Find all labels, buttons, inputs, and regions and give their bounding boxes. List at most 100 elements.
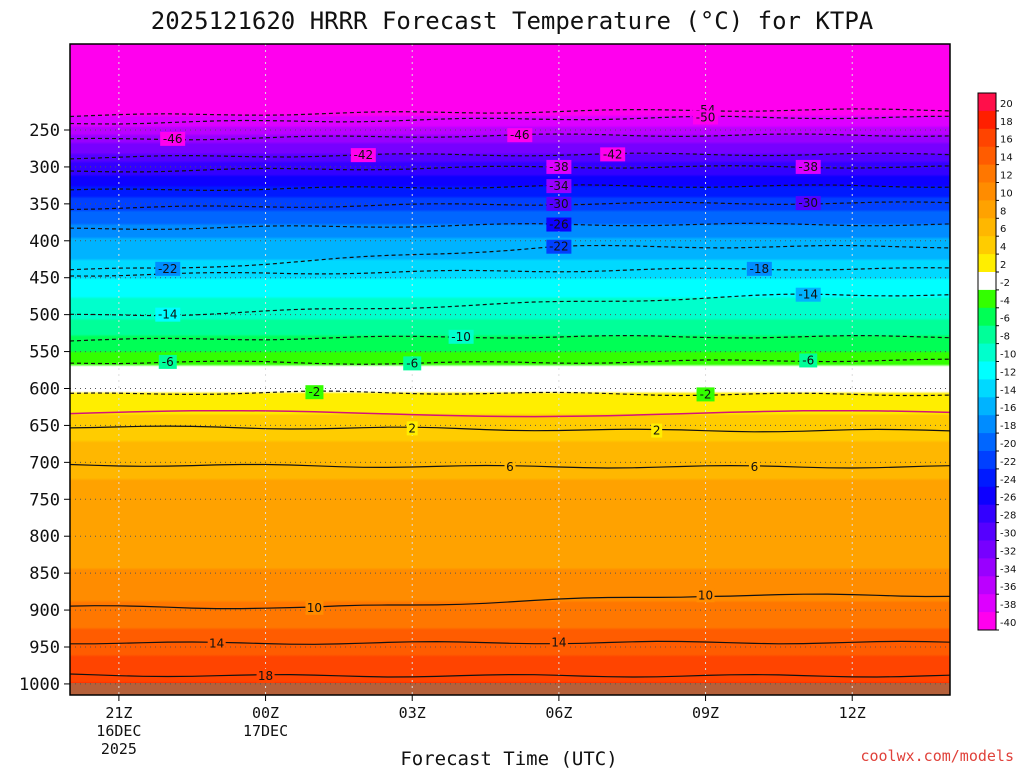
contour-label-group: -6 xyxy=(158,354,177,369)
contour-label-group: -38 xyxy=(795,159,821,174)
contour-label-bg xyxy=(305,600,324,615)
contour-label-bg xyxy=(795,287,821,302)
colorbar-label: -20 xyxy=(1000,439,1016,450)
contour-line xyxy=(70,673,950,678)
y-tick-label: 950 xyxy=(29,638,60,658)
colorbar-label: -2 xyxy=(1000,278,1010,289)
colorbar-swatch xyxy=(978,451,996,470)
contour-line xyxy=(70,425,950,433)
colorbar-label: -28 xyxy=(1000,511,1016,522)
colorbar-swatch xyxy=(978,397,996,416)
colorbar-label: 20 xyxy=(1000,99,1013,110)
contour-label-group: -46 xyxy=(160,131,186,146)
colorbar-swatch xyxy=(978,522,996,541)
colorbar-label: -38 xyxy=(1000,600,1016,611)
contour-label-bg xyxy=(746,261,772,276)
contour-label-group: -22 xyxy=(546,239,572,254)
colorbar-label: 2 xyxy=(1000,260,1006,271)
colorbar-label: -24 xyxy=(1000,475,1016,486)
colorbar-label: -26 xyxy=(1000,493,1016,504)
x-tick-label: 09Z xyxy=(692,704,719,722)
contour-line xyxy=(70,593,950,610)
colorbar-label: 14 xyxy=(1000,153,1013,164)
contour-label-bg xyxy=(155,261,181,276)
colorbar-swatch xyxy=(978,289,996,309)
colorbar-label: 16 xyxy=(1000,135,1013,146)
contour-label-bg xyxy=(155,307,181,322)
colorbar-swatch xyxy=(978,486,996,506)
contour-label: -26 xyxy=(549,218,569,232)
y-tick-label: 300 xyxy=(29,158,60,178)
y-tick-label: 750 xyxy=(29,490,60,510)
x-tick-label: 06Z xyxy=(545,704,572,722)
contour-label: -6 xyxy=(162,355,174,369)
contour-label-bg xyxy=(546,159,572,174)
contour-label-bg xyxy=(651,423,663,438)
colorbar-label: 4 xyxy=(1000,242,1006,253)
contour-label-group: -30 xyxy=(795,196,821,211)
y-axis: 250 300 350 400 450 500 550 600 650 700 750 800 850 9… xyxy=(19,121,70,695)
contour-label: -34 xyxy=(549,179,569,193)
x-tick-label: 03Z xyxy=(399,704,426,722)
temperature-field xyxy=(70,44,950,695)
contour-label-bg xyxy=(207,636,226,651)
contour-label-bg xyxy=(600,147,626,162)
contour-label: -6 xyxy=(406,356,418,370)
contour-label-bg xyxy=(448,329,474,344)
contour-label: 10 xyxy=(698,588,713,602)
contour-label: -14 xyxy=(158,308,178,322)
contour-label-bg xyxy=(795,159,821,174)
y-tick-label: 900 xyxy=(29,601,60,621)
y-tick-label: 400 xyxy=(29,232,60,252)
contour-label-group: 14 xyxy=(549,635,568,650)
contour-label-group: 14 xyxy=(207,636,226,651)
y-tick-label: 850 xyxy=(29,564,60,584)
contour-label: -42 xyxy=(354,148,374,162)
colorbar-label: -12 xyxy=(1000,367,1016,378)
contour-label-group: 6 xyxy=(504,459,516,474)
colorbar-swatch xyxy=(978,164,996,183)
y-tick-label: 550 xyxy=(29,343,60,363)
contour-label: 10 xyxy=(307,601,322,615)
contour-label-bg xyxy=(305,385,324,400)
contour-label: -2 xyxy=(308,385,320,399)
contour-label-group: -38 xyxy=(546,159,572,174)
contour-label-group: 18 xyxy=(256,668,275,683)
contour-label: -46 xyxy=(163,132,183,146)
contour-label: -50 xyxy=(696,110,716,124)
contour-label-bg xyxy=(256,668,275,683)
contour-label: 6 xyxy=(751,460,759,474)
contour-label: -6 xyxy=(802,353,814,367)
y-tick-label: 500 xyxy=(29,306,60,326)
contour-label: 6 xyxy=(506,460,514,474)
colorbar-swatch xyxy=(978,110,996,130)
colorbar-label: 12 xyxy=(1000,171,1013,182)
colorbar-swatch xyxy=(978,325,996,345)
colorbar-swatch xyxy=(978,254,996,273)
contour-label-group: -2 xyxy=(696,387,715,402)
y-tick-label: 800 xyxy=(29,527,60,547)
credit-text[interactable]: coolwx.com/models xyxy=(860,747,1014,765)
contour-label: -22 xyxy=(158,262,178,276)
y-tick-label: 700 xyxy=(29,453,60,473)
y-tick-label: 1000 xyxy=(19,675,60,695)
y-tick-label: 600 xyxy=(29,379,60,399)
colorbar-swatch xyxy=(978,93,996,112)
contour-label-group: -34 xyxy=(546,179,572,194)
contour-label-group: -50 xyxy=(693,110,719,125)
colorbar-label: -30 xyxy=(1000,529,1016,540)
contour-label-bg xyxy=(748,459,760,474)
colorbar-swatch xyxy=(978,272,996,291)
colorbar-label: -34 xyxy=(1000,564,1016,575)
contour-label-group: -26 xyxy=(546,217,572,232)
colorbar-label: -6 xyxy=(1000,314,1010,325)
colorbar-swatch xyxy=(978,200,996,219)
y-tick-label: 450 xyxy=(29,269,60,289)
colorbar-label: 6 xyxy=(1000,224,1006,235)
colorbar: 20 18 16 14 12 10 8 6 4 2 -2 -4 -6 -8 -10 -12 -14 -16 -18 -… xyxy=(977,92,1016,631)
y-tick-label: 250 xyxy=(29,121,60,141)
contour-label-group: 10 xyxy=(696,588,715,603)
contour-label-bg xyxy=(160,131,186,146)
contour-label-bg xyxy=(158,354,177,369)
contour-label-group: 10 xyxy=(305,600,324,615)
